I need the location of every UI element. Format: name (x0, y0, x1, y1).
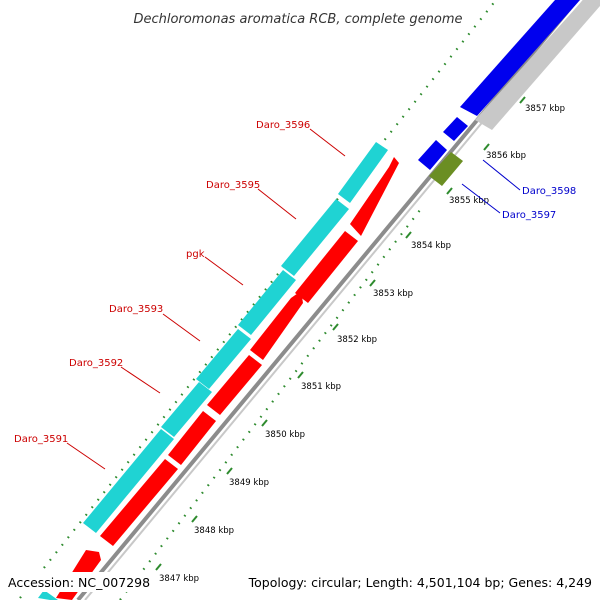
gene-label-daro-3592[interactable]: Daro_3592 (69, 358, 123, 369)
outer-dotted-track (19, 0, 497, 599)
tick-label: 3856 kbp (486, 151, 526, 161)
tick-label: 3848 kbp (194, 526, 234, 536)
tick-label: 3854 kbp (411, 241, 451, 251)
map-title: Dechloromonas aromatica RCB, complete ge… (133, 12, 462, 27)
tick-label: 3851 kbp (301, 382, 341, 392)
accession-label: Accession: NC_007298 (8, 575, 150, 590)
gene-label-daro-3593[interactable]: Daro_3593 (109, 304, 163, 315)
forward-strand-genes (38, 142, 388, 600)
tick-label: 3857 kbp (525, 104, 565, 114)
tick-marks (155, 96, 526, 571)
topology-label: Topology: circular; Length: 4,501,104 bp… (248, 575, 592, 590)
left-label-leaders (66, 128, 346, 470)
inner-dotted-track (119, 209, 421, 600)
gene-label-daro-3598[interactable]: Daro_3598 (522, 186, 576, 197)
gene-daro-3591[interactable] (83, 429, 174, 533)
gene-daro-3593[interactable] (196, 329, 251, 389)
right-label-leaders (461, 159, 521, 214)
gene-daro-3592[interactable] (161, 382, 212, 437)
gene-daro-3597[interactable] (429, 152, 463, 186)
gene-label-daro-3595[interactable]: Daro_3595 (206, 180, 260, 191)
gene-label-daro-3597[interactable]: Daro_3597 (502, 210, 556, 221)
tick-label: 3853 kbp (373, 289, 413, 299)
topology-backdrop (256, 572, 596, 592)
gene-daro-3596[interactable] (338, 142, 388, 203)
right-genes (418, 0, 600, 186)
tick-label: 3852 kbp (337, 335, 377, 345)
gene-pgk[interactable] (238, 270, 296, 335)
tick-label: 3847 kbp (159, 574, 199, 584)
tick-label: 3855 kbp (449, 196, 489, 206)
gene-label-daro-3596[interactable]: Daro_3596 (256, 120, 310, 131)
gene-label-daro-3591[interactable]: Daro_3591 (14, 434, 68, 445)
gene-daro-3595[interactable] (281, 199, 349, 276)
gene-label-pgk[interactable]: pgk (186, 249, 205, 260)
tick-label: 3850 kbp (265, 430, 305, 440)
reverse-strand-genes (56, 157, 399, 600)
accession-backdrop (4, 572, 154, 592)
tick-label: 3849 kbp (229, 478, 269, 488)
gene-daro-3598[interactable] (418, 140, 447, 170)
